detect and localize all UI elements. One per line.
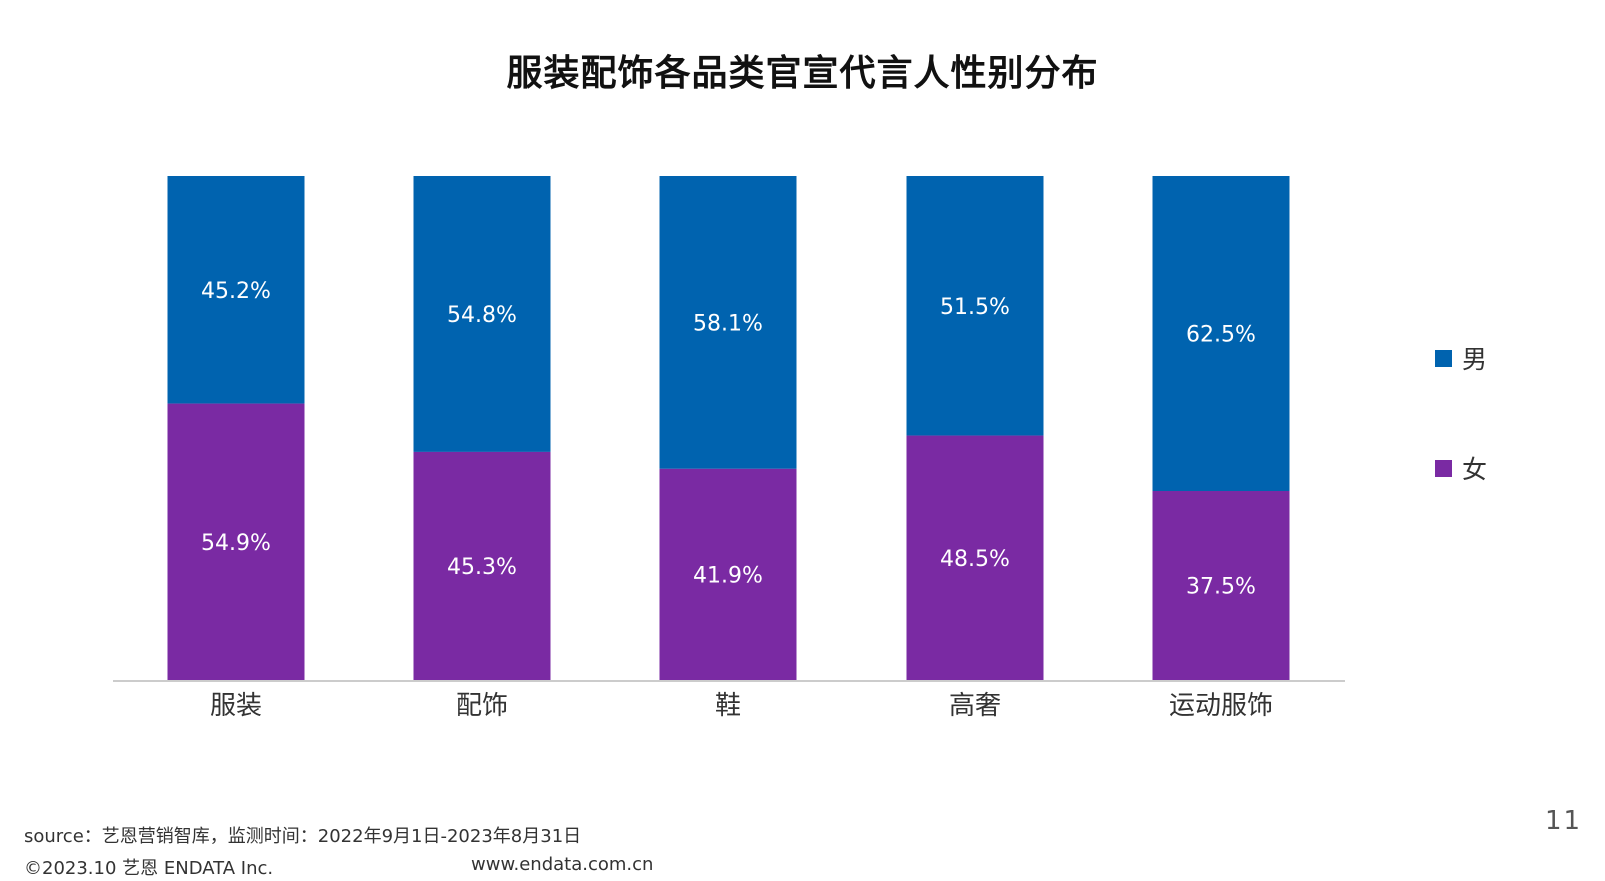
stacked-bar-chart: 45.2% 54.9% 服装 54.8% 45.3% 配饰 58.1% 41.9% 鞋 51.5%…: [113, 176, 1345, 721]
legend-item-male: 男: [1435, 340, 1487, 376]
data-label-male-1: 54.8%: [447, 303, 517, 328]
category-label-0: 服装: [210, 691, 262, 721]
data-label-male-3: 51.5%: [940, 295, 1010, 320]
bar-male-4: [1152, 176, 1290, 491]
data-label-male-4: 62.5%: [1186, 323, 1256, 348]
bar-female-3: [906, 435, 1044, 680]
category-label-2: 鞋: [715, 691, 741, 721]
bar-female-4: [1152, 491, 1290, 680]
data-label-male-0: 45.2%: [201, 279, 271, 304]
data-label-female-4: 37.5%: [1186, 575, 1256, 600]
legend-swatch-female: [1435, 459, 1452, 477]
legend-label-male: 男: [1462, 345, 1488, 374]
data-label-female-1: 45.3%: [447, 555, 517, 580]
bar-female-0: [167, 403, 305, 680]
category-label-3: 高奢: [949, 691, 1001, 721]
bar-male-0: [167, 176, 305, 404]
bar-female-1: [413, 451, 551, 680]
data-label-male-2: 58.1%: [693, 311, 763, 336]
chart-title: 服装配饰各品类官宣代言人性别分布: [506, 53, 1099, 94]
legend-item-female: 女: [1435, 450, 1487, 486]
bar-male-2: [659, 176, 797, 469]
website-link: www.endata.com.cn: [471, 854, 654, 875]
bar-female-2: [659, 468, 797, 680]
category-label-1: 配饰: [456, 691, 508, 721]
bar-male-1: [413, 176, 551, 452]
category-label-4: 运动服饰: [1169, 691, 1273, 721]
data-label-female-0: 54.9%: [201, 531, 271, 556]
page-number: 11: [1545, 806, 1583, 836]
source-note: source：艺恩营销智库，监测时间：2022年9月1日-2023年8月31日: [24, 826, 582, 847]
bar-male-3: [906, 176, 1044, 436]
copyright-note: ©2023.10 艺恩 ENDATA Inc.: [24, 858, 274, 879]
legend-label-female: 女: [1462, 455, 1488, 484]
legend-swatch-male: [1435, 349, 1452, 367]
data-label-female-2: 41.9%: [693, 563, 763, 588]
data-label-female-3: 48.5%: [940, 547, 1010, 572]
